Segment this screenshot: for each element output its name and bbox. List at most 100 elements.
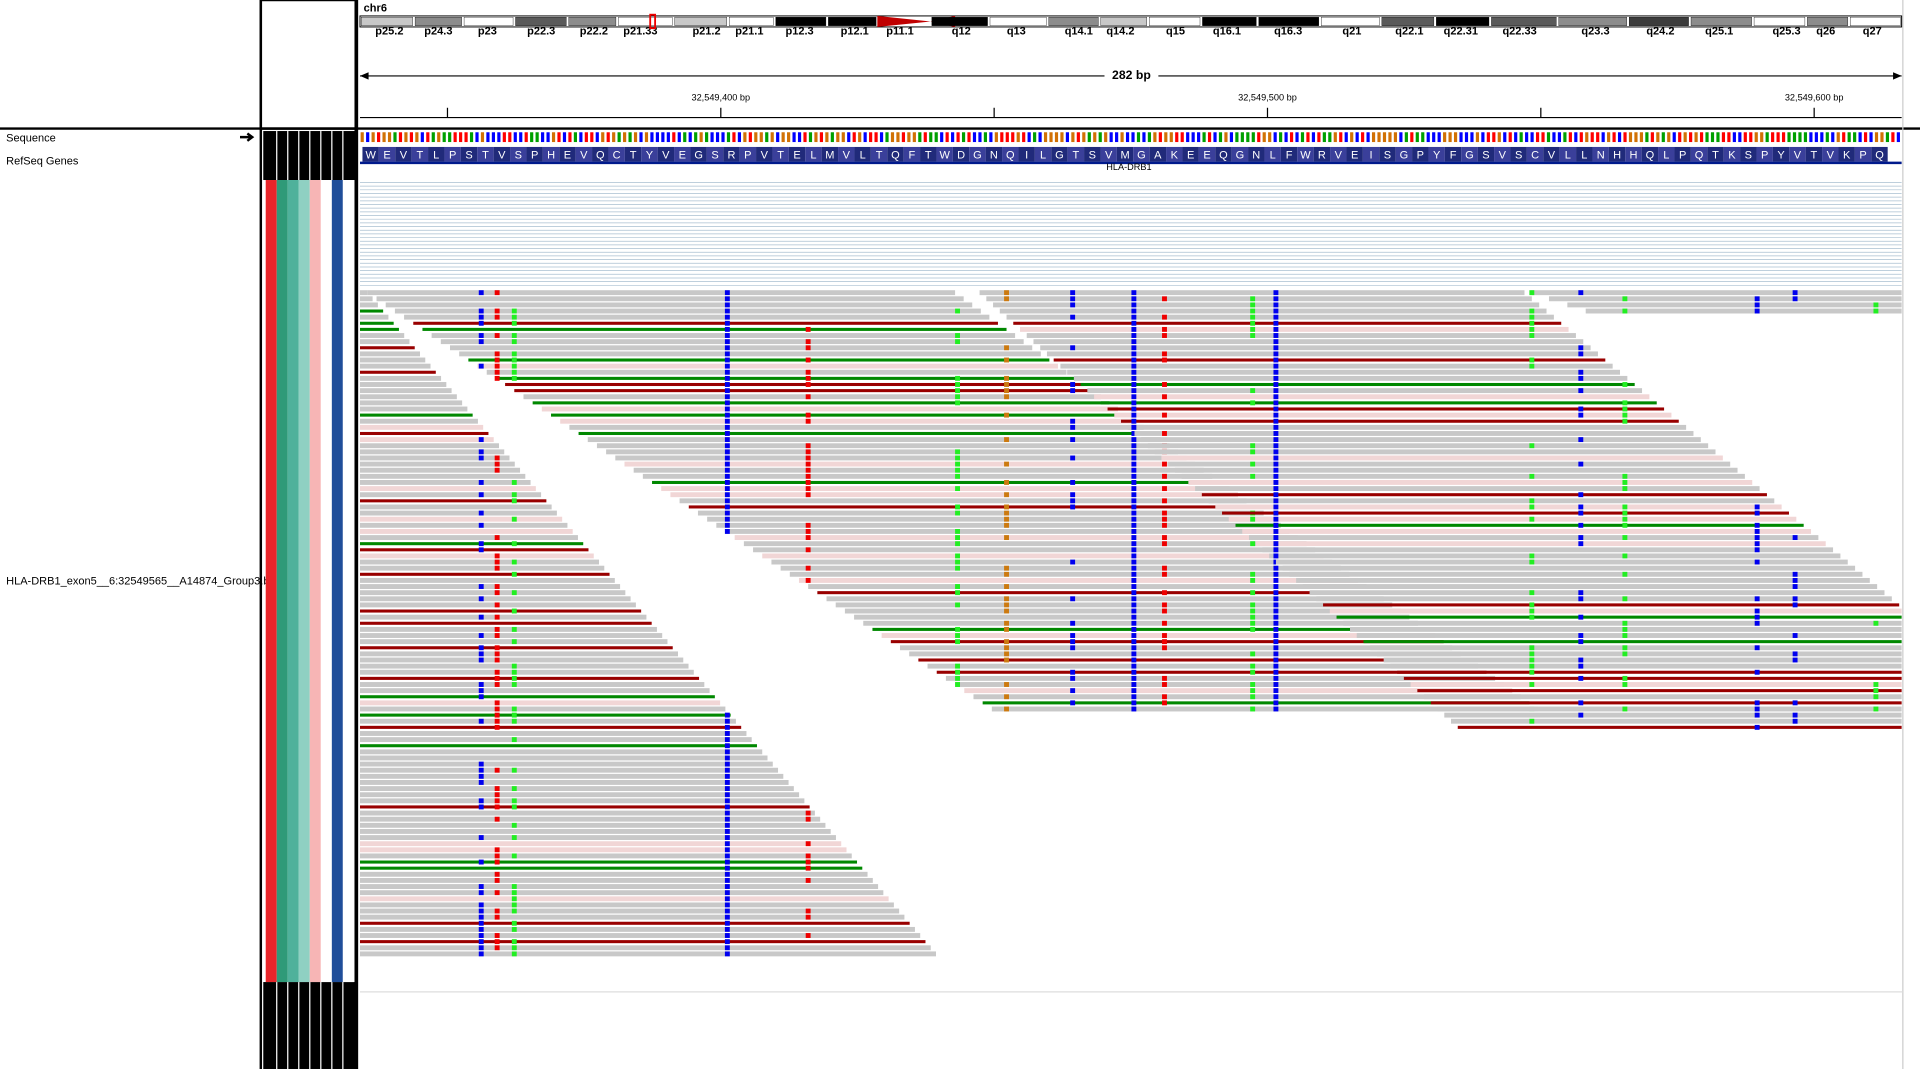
- read: [360, 413, 473, 417]
- mismatch: [478, 510, 484, 516]
- amino-acid-box: [493, 146, 511, 162]
- mismatch: [1162, 510, 1167, 516]
- base: [1350, 132, 1354, 143]
- read: [1457, 725, 1902, 729]
- mismatch: [1273, 302, 1279, 308]
- read: [596, 443, 1170, 449]
- amino-acid: M: [1120, 149, 1129, 161]
- mismatch: [1792, 700, 1798, 706]
- amino-acid-box: [1772, 146, 1790, 162]
- mismatch: [1131, 498, 1137, 504]
- mismatch: [1578, 290, 1584, 296]
- mismatch: [494, 724, 500, 730]
- base: [841, 132, 845, 143]
- amino-acid: P: [449, 149, 456, 161]
- base: [1453, 132, 1458, 143]
- base: [1492, 132, 1496, 143]
- base: [1497, 132, 1501, 143]
- mismatch: [1622, 400, 1628, 406]
- read: [360, 467, 521, 473]
- read: [360, 559, 600, 565]
- mismatch: [805, 565, 811, 571]
- mismatch: [1070, 290, 1076, 296]
- attribute-cell: [320, 180, 332, 983]
- read: [505, 382, 1084, 387]
- mismatch: [724, 492, 730, 498]
- mismatch: [724, 877, 730, 883]
- base: [1175, 132, 1179, 143]
- read: [918, 658, 1470, 662]
- mismatch: [1529, 290, 1535, 296]
- read: [890, 640, 1444, 644]
- mismatch: [478, 890, 484, 896]
- mismatch: [494, 559, 500, 565]
- read: [1323, 603, 1900, 607]
- mismatch: [511, 480, 517, 485]
- amino-acid: G: [1400, 149, 1409, 161]
- mismatch: [478, 645, 484, 651]
- amino-acid: T: [1811, 149, 1818, 161]
- base: [1186, 132, 1190, 143]
- base: [1366, 132, 1370, 143]
- mismatch: [1529, 614, 1535, 620]
- mismatch: [511, 669, 517, 675]
- mismatch: [494, 314, 500, 320]
- amino-acid-box: [821, 146, 839, 162]
- mismatch: [1529, 308, 1535, 314]
- mismatch: [511, 853, 517, 859]
- mismatch: [1273, 375, 1279, 381]
- read: [360, 437, 494, 443]
- amino-acid-box: [1034, 146, 1052, 162]
- mismatch: [955, 669, 960, 675]
- mismatch: [955, 590, 960, 596]
- mismatch: [494, 308, 500, 314]
- mismatch: [1754, 669, 1760, 675]
- mismatch: [1578, 700, 1584, 706]
- mismatch: [1131, 449, 1137, 455]
- read: [360, 786, 794, 792]
- mismatch: [1273, 571, 1279, 577]
- mismatch: [1754, 614, 1760, 620]
- mismatch: [1162, 541, 1167, 547]
- track-name[interactable]: HLA-DRB1_exon5__6:32549565__A14874_Group…: [6, 576, 272, 588]
- cytoband-label: q25.3: [1772, 26, 1800, 38]
- base: [453, 132, 457, 143]
- mismatch: [478, 780, 484, 785]
- mismatch: [478, 939, 484, 945]
- amino-acid: P: [1679, 149, 1686, 161]
- base: [1311, 132, 1316, 143]
- base: [1426, 132, 1430, 143]
- mismatch: [1578, 351, 1584, 357]
- track-name[interactable]: Sequence: [6, 132, 56, 144]
- mismatch: [1162, 571, 1167, 577]
- read: [1141, 437, 1701, 443]
- mismatch: [1622, 626, 1628, 632]
- read: [1127, 424, 1687, 430]
- strand-arrow[interactable]: [240, 132, 255, 142]
- base: [890, 132, 895, 143]
- read: [560, 418, 1136, 424]
- amino-acid: V: [1335, 149, 1343, 161]
- mismatch: [1131, 651, 1137, 657]
- amino-acid: T: [482, 149, 489, 161]
- mismatch: [1131, 302, 1137, 308]
- mismatch: [1529, 645, 1535, 651]
- mismatch: [1250, 302, 1256, 308]
- mismatch: [1250, 651, 1256, 657]
- cytoband-label: q24.2: [1646, 26, 1674, 38]
- mismatch: [511, 712, 517, 718]
- base: [1251, 132, 1255, 143]
- mismatch: [494, 847, 500, 853]
- mismatch: [1004, 461, 1009, 467]
- mismatch: [1250, 626, 1256, 632]
- track-name[interactable]: RefSeq Genes: [6, 156, 79, 168]
- base: [896, 132, 900, 143]
- base: [1836, 132, 1840, 143]
- mismatch: [511, 767, 517, 773]
- mismatch: [1754, 596, 1760, 602]
- mismatch: [1131, 314, 1137, 320]
- base: [797, 132, 802, 143]
- base: [486, 132, 490, 143]
- mismatch: [724, 437, 730, 443]
- mismatch: [1754, 541, 1760, 547]
